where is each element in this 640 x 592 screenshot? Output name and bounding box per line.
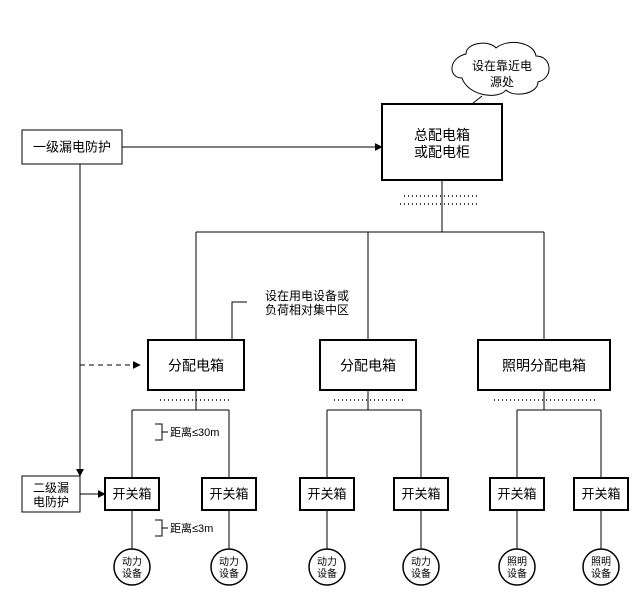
svg-text:设备: 设备 <box>122 567 142 580</box>
svg-text:照明分配电箱: 照明分配电箱 <box>502 357 586 373</box>
edge-bubble-to-main <box>472 96 482 104</box>
svg-text:动力: 动力 <box>122 555 142 568</box>
edge-dist30-bracket <box>155 424 168 440</box>
svg-text:开关箱: 开关箱 <box>401 487 440 502</box>
svg-text:开关箱: 开关箱 <box>307 487 346 502</box>
svg-text:或配电柜: 或配电柜 <box>414 144 470 160</box>
svg-text:设备: 设备 <box>219 567 239 580</box>
svg-text:设在靠近电: 设在靠近电 <box>472 59 532 73</box>
svg-text:开关箱: 开关箱 <box>209 487 248 502</box>
svg-text:动力: 动力 <box>219 555 239 568</box>
edge-tree-main <box>196 180 544 340</box>
svg-text:分配电箱: 分配电箱 <box>340 357 396 373</box>
svg-text:设备: 设备 <box>317 567 337 580</box>
edge-tree-d2 <box>327 390 421 478</box>
svg-text:开关箱: 开关箱 <box>112 487 151 502</box>
svg-text:总配电箱: 总配电箱 <box>414 127 470 143</box>
svg-text:动力: 动力 <box>411 555 431 568</box>
svg-text:设在用电设备或: 设在用电设备或 <box>265 289 349 303</box>
edge-note-leader <box>232 302 247 340</box>
svg-text:设备: 设备 <box>591 567 611 580</box>
edge-tree-d3 <box>517 390 601 478</box>
svg-text:照明: 照明 <box>591 556 611 568</box>
svg-text:电防护: 电防护 <box>33 494 69 509</box>
svg-text:设备: 设备 <box>411 567 431 580</box>
svg-text:设备: 设备 <box>507 567 527 580</box>
svg-text:源处: 源处 <box>490 75 514 89</box>
svg-text:动力: 动力 <box>317 555 337 568</box>
svg-text:开关箱: 开关箱 <box>581 487 620 502</box>
edge-dist3-bracket <box>155 520 168 536</box>
svg-text:开关箱: 开关箱 <box>497 487 536 502</box>
svg-text:照明: 照明 <box>507 556 527 568</box>
svg-text:二级漏: 二级漏 <box>33 481 69 495</box>
svg-text:分配电箱: 分配电箱 <box>168 357 224 373</box>
svg-text:一级漏电防护: 一级漏电防护 <box>33 140 111 155</box>
svg-text:负荷相对集中区: 负荷相对集中区 <box>265 302 349 317</box>
label-dist3: 距离≤3m <box>170 521 213 535</box>
label-dist30: 距离≤30m <box>170 425 219 439</box>
